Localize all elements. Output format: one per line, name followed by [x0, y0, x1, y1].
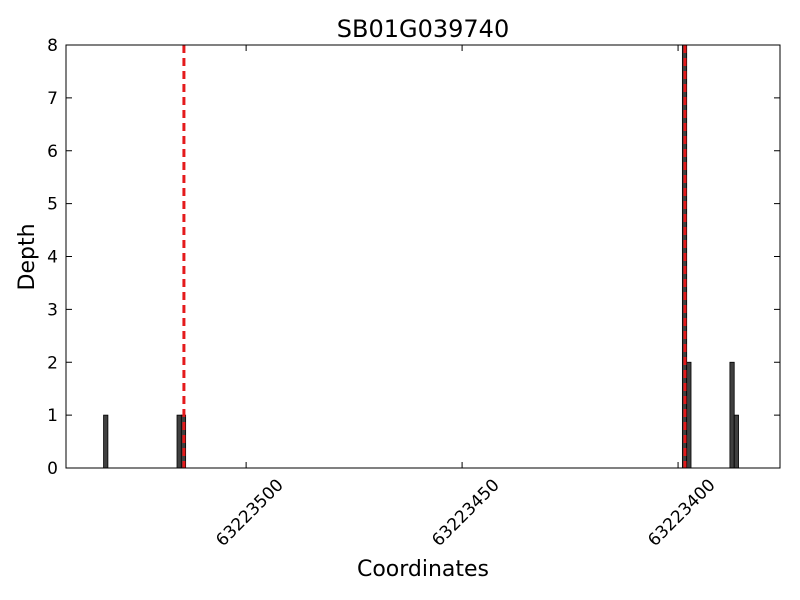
bar [103, 414, 109, 469]
y-tick-label: 5 [47, 195, 58, 215]
y-tick-label: 1 [47, 406, 58, 426]
plot-frame [65, 44, 781, 469]
x-tick-label: 63223500 [212, 475, 287, 550]
bar [729, 361, 735, 469]
bar [176, 414, 182, 469]
y-axis-label: Depth [15, 223, 40, 290]
y-tick-label: 3 [47, 300, 58, 320]
bar [733, 414, 739, 469]
bar [686, 361, 692, 469]
y-tick-label: 6 [47, 142, 58, 162]
x-tick-label: 63223450 [428, 475, 503, 550]
y-tick-label: 8 [47, 36, 58, 56]
y-tick-label: 7 [47, 89, 58, 109]
chart-title: SB01G039740 [337, 15, 509, 43]
x-axis-label: Coordinates [357, 557, 489, 582]
y-tick-label: 2 [47, 353, 58, 373]
y-tick-label: 4 [47, 248, 58, 268]
y-tick-label: 0 [47, 459, 58, 479]
x-tick-label: 63223400 [644, 475, 719, 550]
